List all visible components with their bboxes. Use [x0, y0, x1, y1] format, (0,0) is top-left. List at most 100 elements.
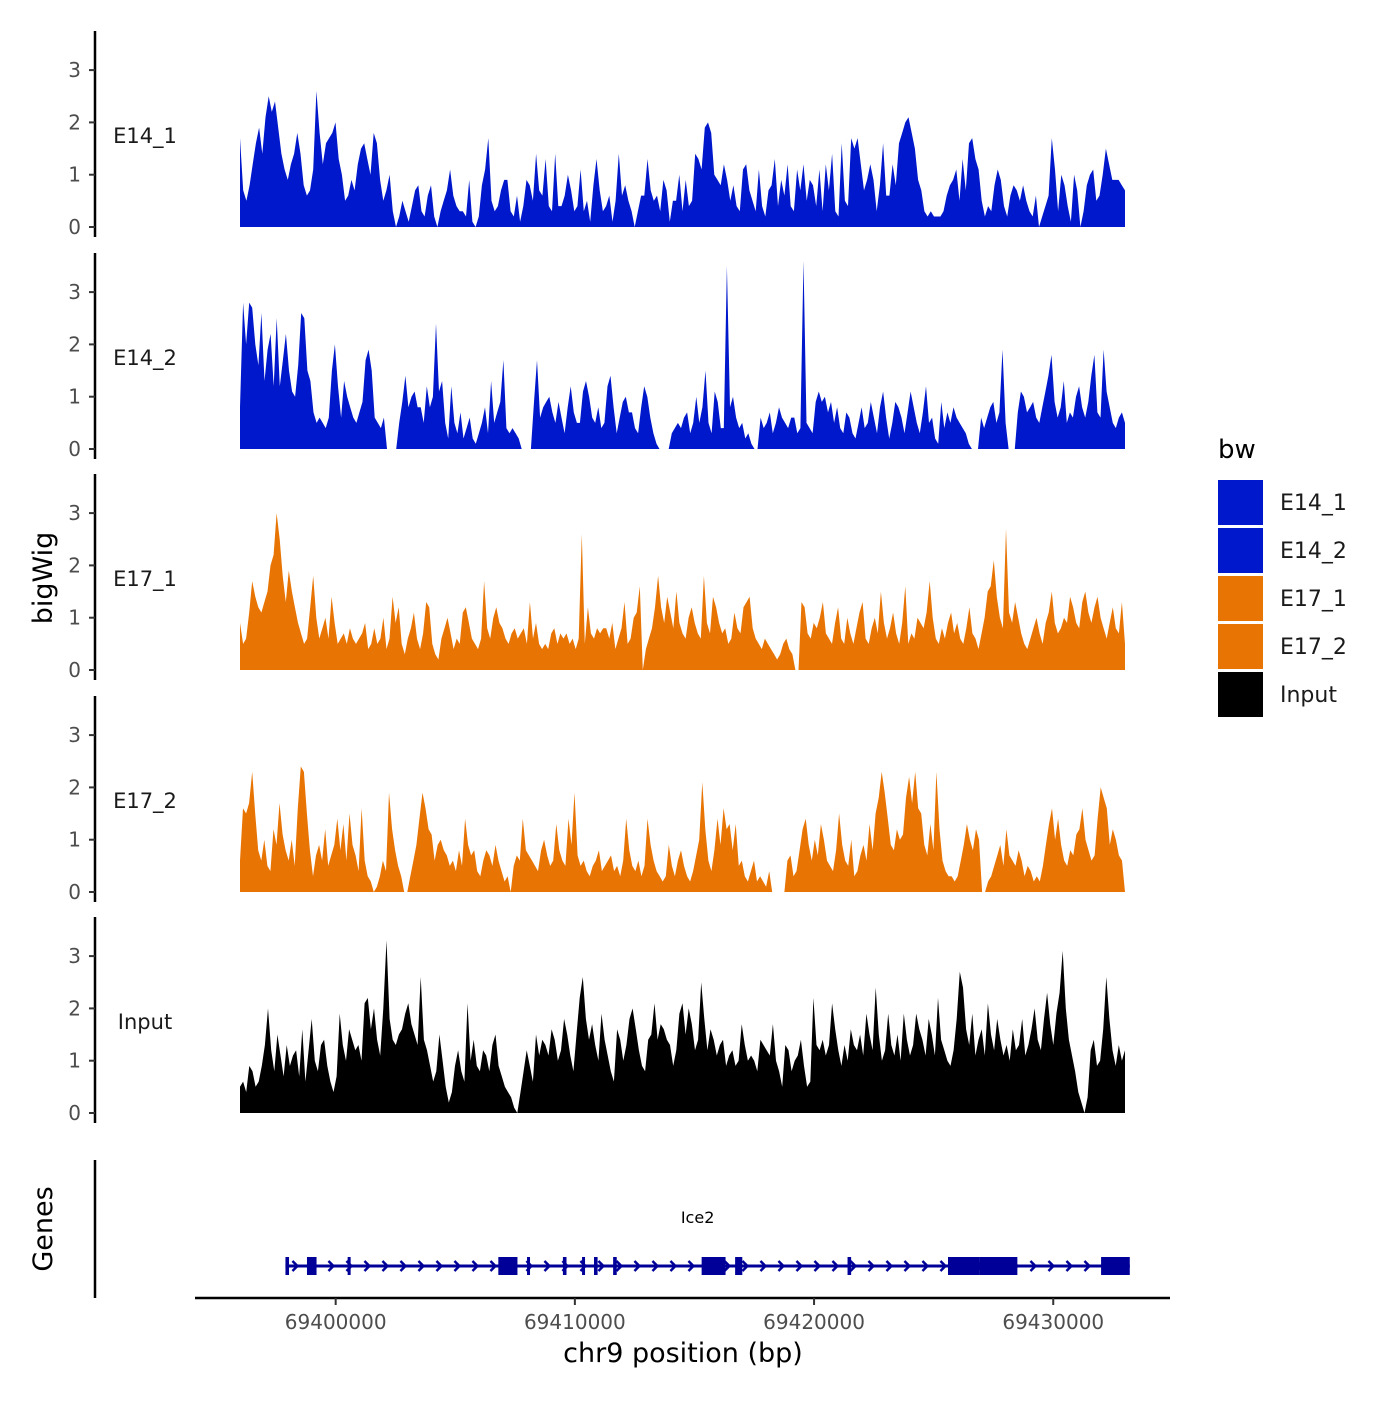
panel-label: E17_1 [113, 567, 177, 592]
strand-chevron [327, 1260, 336, 1272]
genes-track [93, 1160, 1130, 1298]
y-tick-label: 1 [68, 385, 81, 409]
y-tick-label: 1 [68, 163, 81, 187]
legend-label: E17_1 [1280, 587, 1347, 612]
strand-chevron [723, 1260, 732, 1272]
x-tick-label: 69410000 [524, 1310, 626, 1334]
exon [594, 1257, 598, 1275]
x-tick-label: 69430000 [1002, 1310, 1104, 1334]
strand-chevron [417, 1260, 426, 1272]
exon [285, 1257, 290, 1275]
signal-area-e17-2 [240, 766, 1125, 892]
exon [527, 1257, 531, 1275]
track-panel-input: 0 1 2 3 Input [68, 917, 1125, 1125]
legend-swatch [1218, 576, 1263, 621]
strand-chevron [291, 1260, 300, 1272]
strand-chevron [669, 1260, 678, 1272]
exon [1101, 1257, 1130, 1275]
strand-chevron [795, 1260, 804, 1272]
signal-area-input [240, 940, 1125, 1113]
y-tick-label: 3 [68, 501, 81, 525]
exon [735, 1257, 743, 1275]
strand-chevron [939, 1260, 948, 1272]
y-tick-label: 2 [68, 110, 81, 134]
panel-label: E17_2 [113, 789, 177, 814]
gene-label: Ice2 [681, 1208, 715, 1227]
panel-label: E14_1 [113, 124, 177, 149]
strand-chevron [381, 1260, 390, 1272]
exon [613, 1257, 617, 1275]
legend-swatch [1218, 672, 1263, 717]
strand-chevron [741, 1260, 750, 1272]
strand-chevron [1083, 1260, 1092, 1272]
y-tick-label: 1 [68, 606, 81, 630]
track-panel-e17-2: 0 1 2 3 E17_2 [68, 696, 1125, 904]
x-tick-label: 69400000 [285, 1310, 387, 1334]
strand-chevron [903, 1260, 912, 1272]
signal-area-e14-2 [240, 260, 1125, 449]
strand-chevron [777, 1260, 786, 1272]
exon [979, 1257, 1018, 1275]
strand-chevron [867, 1260, 876, 1272]
panel-label: Input [118, 1010, 172, 1034]
track-panel-e14-2: 0 1 2 3 E14_2 [68, 253, 1125, 461]
y-tick-label: 0 [68, 215, 81, 239]
strand-chevron [363, 1260, 372, 1272]
strand-chevron [885, 1260, 894, 1272]
y-tick-label: 2 [68, 553, 81, 577]
legend-label: E17_2 [1280, 635, 1347, 660]
exon [582, 1257, 586, 1275]
strand-chevron [1047, 1260, 1056, 1272]
legend-label: E14_2 [1280, 539, 1347, 564]
exon [347, 1257, 351, 1275]
strand-chevron [543, 1260, 552, 1272]
strand-chevron [759, 1260, 768, 1272]
genes-track-title: Genes [28, 1186, 59, 1271]
y-tick-label: 0 [68, 437, 81, 461]
y-tick-label: 3 [68, 280, 81, 304]
legend-swatch [1218, 480, 1263, 525]
x-axis-title: chr9 position (bp) [563, 1338, 803, 1369]
strand-chevron [471, 1260, 480, 1272]
y-tick-label: 2 [68, 996, 81, 1020]
signal-area-e14-1 [240, 91, 1125, 227]
strand-chevron [633, 1260, 642, 1272]
y-axis-title: bigWig [28, 532, 59, 625]
strand-chevron [489, 1260, 498, 1272]
track-panel-e17-1: 0 1 2 3 E17_1 [68, 474, 1125, 682]
y-tick-label: 0 [68, 658, 81, 682]
y-tick-label: 0 [68, 880, 81, 904]
strand-chevron [453, 1260, 462, 1272]
exon [847, 1257, 852, 1275]
y-tick-label: 1 [68, 1049, 81, 1073]
strand-chevron [399, 1260, 408, 1272]
strand-chevron [1029, 1260, 1038, 1272]
strand-chevron [597, 1260, 606, 1272]
strand-chevron [831, 1260, 840, 1272]
legend-label: Input [1280, 683, 1337, 708]
strand-chevron [687, 1260, 696, 1272]
y-tick-label: 0 [68, 1101, 81, 1125]
y-tick-label: 2 [68, 775, 81, 799]
strand-chevron [813, 1260, 822, 1272]
y-tick-label: 2 [68, 332, 81, 356]
legend-swatch [1218, 528, 1263, 573]
y-tick-label: 3 [68, 723, 81, 747]
exon [701, 1257, 726, 1275]
exon [306, 1257, 317, 1275]
exon [498, 1257, 518, 1275]
y-tick-label: 3 [68, 58, 81, 82]
panel-label: E14_2 [113, 346, 177, 371]
strand-chevron [1065, 1260, 1074, 1272]
exon [948, 1257, 980, 1275]
strand-chevron [651, 1260, 660, 1272]
exon [562, 1257, 567, 1275]
track-panel-e14-1: 0 1 2 3 E14_1 [68, 31, 1125, 239]
x-tick-label: 69420000 [763, 1310, 865, 1334]
signal-area-e17-1 [240, 513, 1125, 670]
strand-chevron [615, 1260, 624, 1272]
legend-swatch [1218, 624, 1263, 669]
legend-label: E14_1 [1280, 491, 1347, 516]
